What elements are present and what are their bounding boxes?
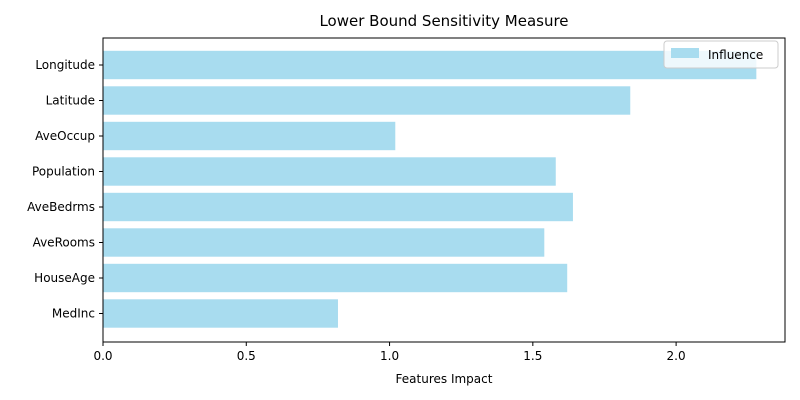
x-tick-label-3: 1.5 xyxy=(523,349,542,363)
bar-aveoccup xyxy=(103,121,396,151)
bar-averooms xyxy=(103,228,545,257)
y-tick-label-houseage: HouseAge xyxy=(34,271,95,285)
x-tick-label-2: 1.0 xyxy=(380,349,399,363)
bar-houseage xyxy=(103,263,568,293)
y-tick-label-longitude: Longitude xyxy=(35,58,95,72)
y-tick-label-population: Population xyxy=(32,165,95,179)
axes-frame xyxy=(102,37,786,343)
x-tick-label-4: 2.0 xyxy=(667,349,686,363)
y-tick-label-aveoccup: AveOccup xyxy=(35,129,95,143)
legend-entry-influence: Influence xyxy=(708,48,763,62)
chart-title: Lower Bound Sensitivity Measure xyxy=(319,12,568,30)
bar-population xyxy=(103,157,556,186)
plot-area-border xyxy=(102,37,786,343)
legend: Influence xyxy=(663,40,779,69)
bars-group xyxy=(103,50,757,328)
bar-avebedrms xyxy=(103,192,573,222)
bar-longitude xyxy=(103,50,757,80)
x-axis-ticks: 0.0 0.5 1.0 1.5 2.0 xyxy=(93,342,686,363)
y-tick-label-avebedrms: AveBedrms xyxy=(27,200,95,214)
bar-medinc xyxy=(103,299,338,328)
y-tick-label-latitude: Latitude xyxy=(46,94,95,108)
x-tick-label-1: 0.5 xyxy=(237,349,256,363)
x-tick-label-0: 0.0 xyxy=(93,349,112,363)
y-tick-label-medinc: MedInc xyxy=(52,307,95,321)
legend-box xyxy=(663,40,779,69)
y-tick-label-averooms: AveRooms xyxy=(33,236,95,250)
y-axis-ticks: MedInc HouseAge AveRooms AveBedrms Populatio… xyxy=(27,58,103,321)
x-axis-label: Features Impact xyxy=(396,372,493,386)
bar-latitude xyxy=(103,86,631,115)
legend-swatch xyxy=(671,48,699,58)
